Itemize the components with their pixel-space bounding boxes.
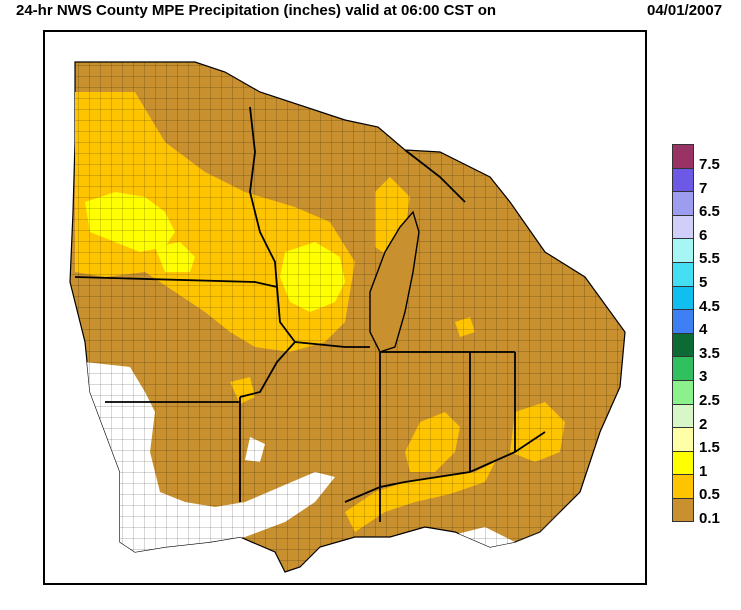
map-title: 24-hr NWS County MPE Precipitation (inch…	[16, 2, 497, 19]
legend-item: 1.5	[672, 427, 741, 456]
legend-item: 7	[672, 167, 741, 197]
legend-item: 6	[672, 214, 741, 244]
legend-item: 2.5	[672, 379, 741, 409]
legend-label: 1	[699, 462, 708, 480]
legend-swatch	[672, 497, 694, 522]
legend-label: 3	[699, 368, 708, 386]
legend-swatch	[672, 167, 694, 192]
legend-label: 4.5	[699, 297, 720, 315]
state-boundaries	[74, 106, 546, 522]
legend-label: 5.5	[699, 250, 720, 268]
legend-swatch	[672, 261, 694, 286]
legend-swatch	[672, 238, 694, 262]
legend-item: 7.5	[672, 144, 741, 173]
legend-swatch	[672, 191, 694, 215]
legend-label: 2	[699, 415, 708, 433]
legend-label: 6.5	[699, 203, 720, 221]
legend-item: 1	[672, 450, 741, 480]
legend-item: 0.1	[672, 497, 741, 527]
legend-item: 3.5	[672, 332, 741, 362]
legend-label: 7.5	[699, 156, 720, 173]
legend-item: 6.5	[672, 191, 741, 220]
legend-label: 1.5	[699, 439, 720, 457]
legend-swatch	[672, 309, 694, 333]
legend-item: 2	[672, 403, 741, 433]
legend-item: 4.5	[672, 285, 741, 315]
legend-swatch	[672, 403, 694, 428]
county-grid	[70, 62, 625, 572]
precipitation-legend: 7.5 7 6.5 6 5.5 5 4.5 4 3.5 3 2.5 2	[672, 144, 741, 527]
legend-item: 3	[672, 356, 741, 385]
legend-swatch	[672, 427, 694, 451]
legend-item: 4	[672, 309, 741, 338]
lake-michigan	[369, 210, 420, 353]
legend-label: 4	[699, 321, 708, 339]
legend-label: 0.5	[699, 486, 720, 504]
legend-swatch	[672, 332, 694, 357]
legend-label: 6	[699, 226, 708, 244]
legend-swatch	[672, 450, 694, 475]
legend-swatch	[672, 214, 694, 239]
legend-label: 0.1	[699, 509, 720, 527]
legend-item: 0.5	[672, 474, 741, 503]
legend-label: 7	[699, 179, 708, 197]
legend-swatch	[672, 356, 694, 380]
legend-swatch	[672, 379, 694, 404]
valid-date: 04/01/2007	[647, 2, 723, 19]
legend-swatch	[672, 285, 694, 310]
legend-label: 3.5	[699, 344, 720, 362]
legend-item: 5	[672, 261, 741, 291]
map-canvas	[69, 61, 626, 573]
legend-swatch	[672, 474, 694, 498]
legend-label: 5	[699, 273, 708, 291]
legend-item: 5.5	[672, 238, 741, 267]
legend-swatch	[672, 144, 694, 168]
precipitation-map	[43, 30, 647, 585]
legend-label: 2.5	[699, 391, 720, 409]
